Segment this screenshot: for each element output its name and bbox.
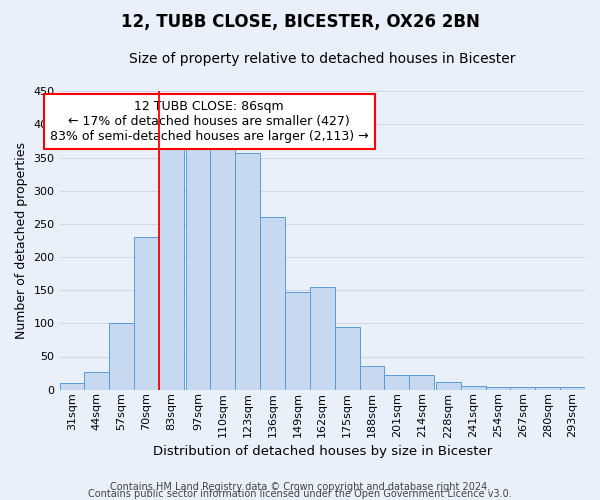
Bar [485, 387, 511, 390]
Bar [211, 141, 235, 390]
Bar [436, 382, 461, 390]
Bar [109, 324, 134, 390]
Text: Contains public sector information licensed under the Open Government Licence v3: Contains public sector information licen… [88, 489, 512, 499]
Title: Size of property relative to detached houses in Bicester: Size of property relative to detached ho… [129, 52, 515, 66]
Bar [461, 386, 485, 390]
Text: 12 TUBB CLOSE: 86sqm
← 17% of detached houses are smaller (427)
83% of semi-deta: 12 TUBB CLOSE: 86sqm ← 17% of detached h… [50, 100, 368, 143]
Bar [359, 366, 385, 390]
Bar [409, 375, 434, 390]
Text: 12, TUBB CLOSE, BICESTER, OX26 2BN: 12, TUBB CLOSE, BICESTER, OX26 2BN [121, 12, 479, 30]
Bar [535, 387, 560, 390]
Bar [310, 287, 335, 390]
Text: Contains HM Land Registry data © Crown copyright and database right 2024.: Contains HM Land Registry data © Crown c… [110, 482, 490, 492]
Bar [260, 218, 285, 390]
Bar [335, 326, 359, 390]
Bar [59, 383, 85, 390]
Bar [134, 237, 159, 390]
Y-axis label: Number of detached properties: Number of detached properties [15, 142, 28, 339]
Bar [185, 142, 211, 390]
Bar [511, 387, 535, 390]
Bar [85, 372, 109, 390]
Bar [560, 387, 585, 390]
Bar [285, 292, 310, 390]
Bar [385, 375, 409, 390]
X-axis label: Distribution of detached houses by size in Bicester: Distribution of detached houses by size … [152, 444, 492, 458]
Bar [235, 153, 260, 390]
Bar [159, 146, 184, 390]
